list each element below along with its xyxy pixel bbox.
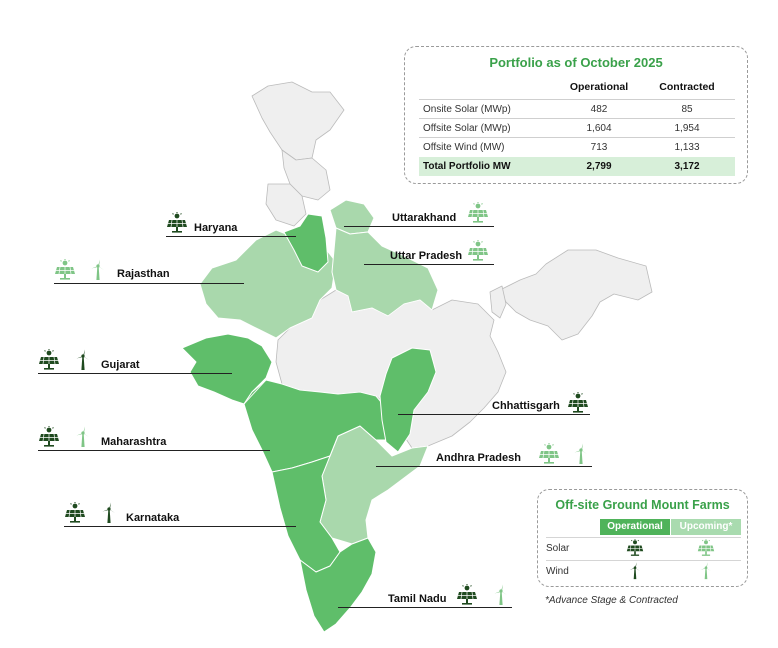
chhattisgarh-leader [398,414,590,415]
uttarakhand-leader [344,226,494,227]
andhra-pradesh-leader [376,466,592,467]
label-andhra-pradesh: Andhra Pradesh [436,452,521,464]
legend-row-solar: Solar [546,543,570,554]
legend-operational-header: Operational [600,519,670,535]
row-operational: 1,604 [586,123,612,134]
gujarat-solar-icon [38,349,60,371]
row-contracted: 1,133 [674,142,700,153]
legend-wind-upcoming-icon [697,562,715,580]
state-chhattisgarh [379,347,437,453]
state-north-east [499,249,653,341]
table-row: Onsite Solar (MWp) 482 85 [419,99,735,119]
portfolio-title: Portfolio as of October 2025 [489,55,663,70]
maharashtra-solar-icon [38,426,60,448]
gujarat-wind-icon [76,349,89,370]
karnataka-wind-icon [102,502,115,523]
label-rajasthan: Rajasthan [117,268,170,280]
legend-footnote: *Advance Stage & Contracted [545,595,678,606]
rajasthan-wind-icon [91,259,104,280]
andhra-pradesh-solar-icon [538,443,560,465]
label-uttar-pradesh: Uttar Pradesh [390,250,463,262]
legend-title: Off-site Ground Mount Farms [555,498,730,512]
label-uttarakhand: Uttarakhand [392,212,457,224]
maharashtra-leader [38,450,270,451]
legend-row-wind: Wind [546,566,569,577]
total-contracted: 3,172 [674,161,700,172]
row-label: Onsite Solar (MWp) [423,104,511,115]
tamil-nadu-leader [338,607,512,608]
state-jammu-kashmir [251,81,345,161]
uttarakhand-solar-icon [467,202,489,224]
label-tamil-nadu: Tamil Nadu [388,593,447,605]
state-haryana [283,213,329,273]
maharashtra-wind-icon [76,426,89,447]
label-karnataka: Karnataka [126,512,180,524]
karnataka-solar-icon [64,502,86,524]
gujarat-leader [38,373,232,374]
state-tamil-nadu [299,537,377,633]
state-sikkim-bengal-north [489,285,507,319]
total-row: Total Portfolio MW 2,799 3,172 [419,157,735,176]
row-contracted: 85 [681,104,693,115]
label-gujarat: Gujarat [101,359,140,371]
label-haryana: Haryana [194,222,238,234]
label-chhattisgarh: Chhattisgarh [492,400,560,412]
haryana-leader [166,236,296,237]
portfolio-table: Portfolio as of October 2025 Operational… [404,46,748,184]
haryana-solar-icon [166,212,188,234]
header-operational: Operational [569,81,629,93]
legend-solar-upcoming-icon [697,539,715,557]
label-maharashtra: Maharashtra [101,436,167,448]
row-label: Offsite Solar (MWp) [423,123,511,134]
row-contracted: 1,954 [674,123,700,134]
rajasthan-leader [54,283,244,284]
tamil-nadu-solar-icon [456,584,478,606]
tamil-nadu-wind-icon [494,584,507,605]
legend-upcoming-header: Upcoming* [671,519,741,535]
rajasthan-solar-icon [54,259,76,281]
state-karnataka [271,455,341,573]
legend: Off-site Ground Mount Farms Operational … [537,489,748,587]
table-row: Offsite Wind (MW) 713 1,133 [419,137,735,157]
table-row: Offsite Solar (MWp) 1,604 1,954 [419,118,735,138]
karnataka-leader [64,526,296,527]
andhra-pradesh-wind-icon [574,443,587,464]
row-operational: 713 [590,142,608,153]
state-punjab [265,183,307,227]
uttar-pradesh-solar-icon [467,240,489,262]
header-contracted: Contracted [659,81,715,93]
legend-solar-operational-icon [626,539,644,557]
row-label: Offsite Wind (MW) [423,142,505,153]
row-operational: 482 [590,104,608,115]
legend-wind-operational-icon [626,562,644,580]
total-label: Total Portfolio MW [423,161,511,172]
total-operational: 2,799 [586,161,612,172]
uttar-pradesh-leader [364,264,494,265]
chhattisgarh-solar-icon [567,392,589,414]
state-uttar-pradesh [331,227,439,317]
